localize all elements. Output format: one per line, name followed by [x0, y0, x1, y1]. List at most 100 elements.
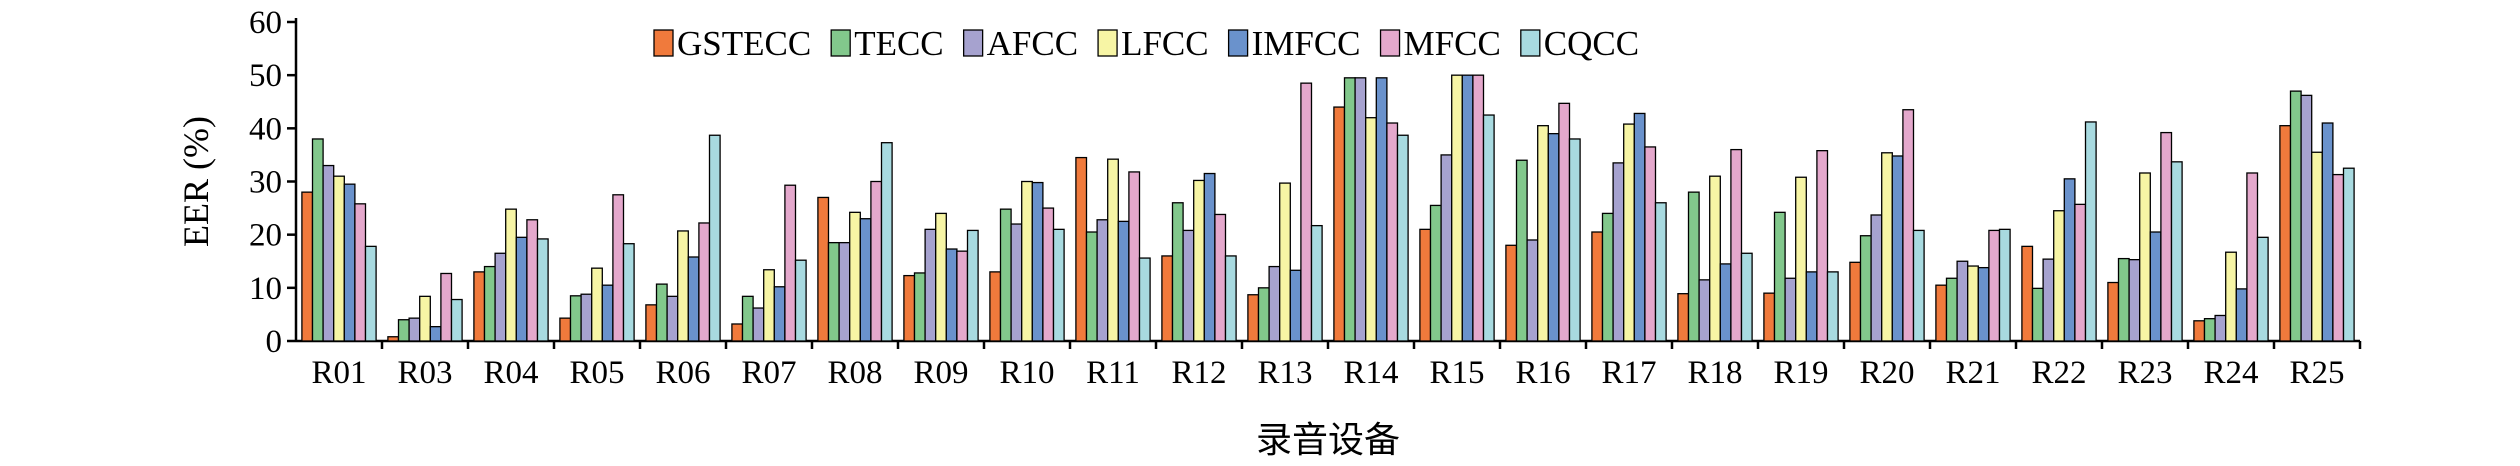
legend-label-afcc: AFCC — [987, 24, 1078, 63]
bar-tecc-r15 — [1429, 204, 1442, 342]
bar-tecc-r22 — [2031, 287, 2044, 342]
bar-lfcc-r18 — [1709, 175, 1721, 342]
bar-afcc-r17 — [1612, 162, 1625, 342]
bar-imfcc-r17 — [1633, 112, 1646, 342]
bar-mfcc-r14 — [1386, 122, 1399, 342]
bar-afcc-r22 — [2042, 258, 2055, 342]
bar-afcc-r06 — [666, 295, 679, 342]
x-tick-label: R25 — [2289, 355, 2344, 391]
bar-mfcc-r12 — [1214, 213, 1227, 342]
bar-cqcc-r14 — [1396, 134, 1409, 342]
bar-imfcc-r07 — [773, 286, 786, 342]
bar-tecc-r09 — [913, 272, 926, 342]
bar-lfcc-r11 — [1107, 158, 1119, 342]
bar-gstecc-r22 — [2021, 245, 2034, 342]
bar-cqcc-r17 — [1654, 202, 1667, 342]
bar-gstecc-r07 — [731, 323, 744, 342]
y-tick-label: 0 — [266, 324, 283, 360]
legend-label-cqcc: CQCC — [1544, 24, 1639, 63]
bar-imfcc-r15 — [1461, 74, 1474, 342]
bar-mfcc-r22 — [2074, 203, 2087, 342]
x-tick-label: R08 — [827, 355, 882, 391]
legend-label-mfcc: MFCC — [1404, 24, 1501, 63]
bar-afcc-r03 — [408, 317, 421, 342]
bar-lfcc-r15 — [1451, 74, 1463, 342]
bar-mfcc-r07 — [784, 184, 797, 342]
bar-mfcc-r09 — [956, 250, 969, 342]
legend-label-gstecc: GSTECC — [677, 24, 811, 63]
bar-mfcc-r01 — [354, 203, 367, 342]
bar-lfcc-r19 — [1795, 176, 1807, 342]
legend-swatch-afcc — [962, 29, 984, 57]
bar-mfcc-r15 — [1472, 74, 1485, 342]
bar-lfcc-r21 — [1967, 265, 1979, 342]
bar-afcc-r25 — [2300, 94, 2313, 342]
bar-lfcc-r20 — [1881, 152, 1893, 342]
bar-mfcc-r21 — [1988, 229, 2001, 342]
legend-label-tecc: TECC — [854, 24, 943, 63]
bar-mfcc-r18 — [1730, 148, 1743, 342]
bar-mfcc-r05 — [612, 194, 625, 342]
y-axis-label: EER (%) — [176, 116, 216, 247]
legend-label-imfcc: IMFCC — [1252, 24, 1361, 63]
x-tick-label: R18 — [1687, 355, 1742, 391]
bar-mfcc-r03 — [440, 272, 453, 342]
bar-afcc-r16 — [1526, 239, 1539, 342]
x-tick-label: R06 — [655, 355, 710, 391]
bar-imfcc-r19 — [1805, 271, 1818, 342]
bar-gstecc-r09 — [903, 274, 916, 342]
legend-label-lfcc: LFCC — [1121, 24, 1209, 63]
bar-mfcc-r10 — [1042, 207, 1055, 342]
bar-lfcc-r16 — [1537, 125, 1549, 342]
bar-gstecc-r11 — [1075, 156, 1088, 342]
x-tick-label: R11 — [1086, 355, 1140, 391]
bar-gstecc-r25 — [2279, 125, 2292, 342]
bar-mfcc-r25 — [2332, 173, 2345, 342]
bar-mfcc-r06 — [698, 222, 711, 342]
bar-imfcc-r22 — [2063, 178, 2076, 342]
bar-mfcc-r13 — [1300, 82, 1313, 342]
bar-mfcc-r19 — [1816, 150, 1829, 342]
bar-tecc-r11 — [1085, 231, 1098, 342]
bar-gstecc-r08 — [817, 196, 830, 342]
bar-lfcc-r08 — [849, 211, 861, 342]
bar-mfcc-r17 — [1644, 146, 1657, 342]
bar-imfcc-r23 — [2149, 231, 2162, 342]
bar-afcc-r07 — [752, 307, 765, 342]
bar-cqcc-r03 — [450, 298, 463, 342]
x-tick-label: R04 — [483, 355, 538, 391]
y-tick-label: 20 — [249, 218, 282, 254]
bar-mfcc-r20 — [1902, 109, 1915, 342]
bar-afcc-r14 — [1354, 77, 1367, 342]
x-tick-label: R16 — [1515, 355, 1570, 391]
bar-afcc-r09 — [924, 228, 937, 342]
bar-cqcc-r04 — [536, 238, 549, 342]
bar-gstecc-r21 — [1935, 284, 1948, 342]
bar-lfcc-r06 — [677, 230, 689, 342]
bar-cqcc-r13 — [1310, 224, 1323, 342]
bar-mfcc-r04 — [526, 219, 539, 342]
x-tick-label: R09 — [913, 355, 968, 391]
bar-imfcc-r03 — [429, 325, 442, 342]
bar-gstecc-r23 — [2107, 281, 2120, 342]
bar-tecc-r06 — [655, 283, 668, 342]
bar-afcc-r24 — [2214, 314, 2227, 342]
x-tick-label: R10 — [999, 355, 1054, 391]
x-tick-label: R14 — [1343, 355, 1398, 391]
bar-cqcc-r23 — [2170, 161, 2183, 342]
bar-lfcc-r22 — [2053, 210, 2065, 342]
bar-gstecc-r06 — [645, 304, 658, 342]
legend-swatch-mfcc — [1379, 29, 1401, 57]
legend-swatch-imfcc — [1227, 29, 1249, 57]
bar-cqcc-r24 — [2256, 236, 2269, 342]
bar-imfcc-r08 — [859, 218, 872, 342]
bar-lfcc-r07 — [763, 269, 775, 342]
bar-lfcc-r13 — [1279, 182, 1291, 342]
legend-swatch-gstecc — [653, 29, 674, 57]
x-tick-label: R21 — [1945, 355, 2000, 391]
bar-afcc-r13 — [1268, 265, 1281, 342]
bar-gstecc-r10 — [989, 271, 1002, 342]
bar-tecc-r07 — [741, 295, 754, 342]
bar-imfcc-r06 — [687, 256, 700, 342]
